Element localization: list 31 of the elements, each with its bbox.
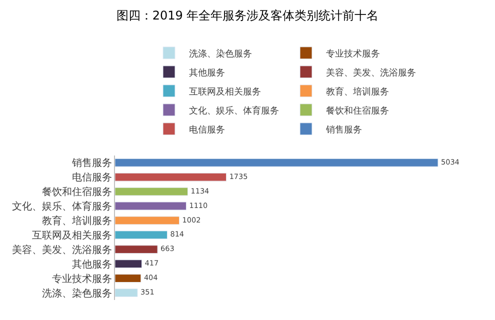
y-tick-label: 餐饮和住宿服务 <box>42 186 112 198</box>
legend-label: 销售服务 <box>325 124 362 136</box>
y-tick-label: 洗涤、染色服务 <box>42 287 112 300</box>
y-tick-label: 电信服务 <box>72 172 112 184</box>
legend-label: 美容、美发、洗浴服务 <box>326 67 416 78</box>
y-tick-label: 其他服务 <box>72 258 112 270</box>
y-tick-label: 教育、培训服务 <box>42 214 112 227</box>
legend-label: 专业技术服务 <box>326 48 380 60</box>
y-tick-label: 美容、美发、洗浴服务 <box>12 244 112 256</box>
data-label: 663 <box>160 244 175 254</box>
legend-label: 电信服务 <box>189 124 225 136</box>
data-label: 404 <box>144 273 158 282</box>
y-tick-label: 专业技术服务 <box>52 272 112 285</box>
chart-title: 图四：2019 年全年服务涉及客体类别统计前十名 <box>116 8 379 23</box>
legend-label: 互联网及相关服务 <box>189 86 261 98</box>
data-label: 1002 <box>182 215 201 224</box>
data-label: 417 <box>144 258 159 268</box>
data-label: 5034 <box>441 157 460 166</box>
data-label: 1110 <box>189 200 208 210</box>
data-label: 1735 <box>229 172 248 181</box>
legend-label: 其他服务 <box>189 67 225 78</box>
y-tick-label: 文化、娱乐、体育服务 <box>12 200 112 213</box>
data-label: 351 <box>140 288 154 297</box>
legend-label: 洗涤、染色服务 <box>189 48 252 60</box>
y-tick-label: 互联网及相关服务 <box>32 229 112 242</box>
data-label: 1134 <box>190 186 210 196</box>
y-tick-label: 销售服务 <box>71 157 112 170</box>
legend-label: 文化、娱乐、体育服务 <box>189 105 279 116</box>
data-label: 814 <box>170 230 184 239</box>
legend-label: 餐饮和住宿服务 <box>326 105 389 116</box>
legend-label: 教育、培训服务 <box>326 86 389 98</box>
